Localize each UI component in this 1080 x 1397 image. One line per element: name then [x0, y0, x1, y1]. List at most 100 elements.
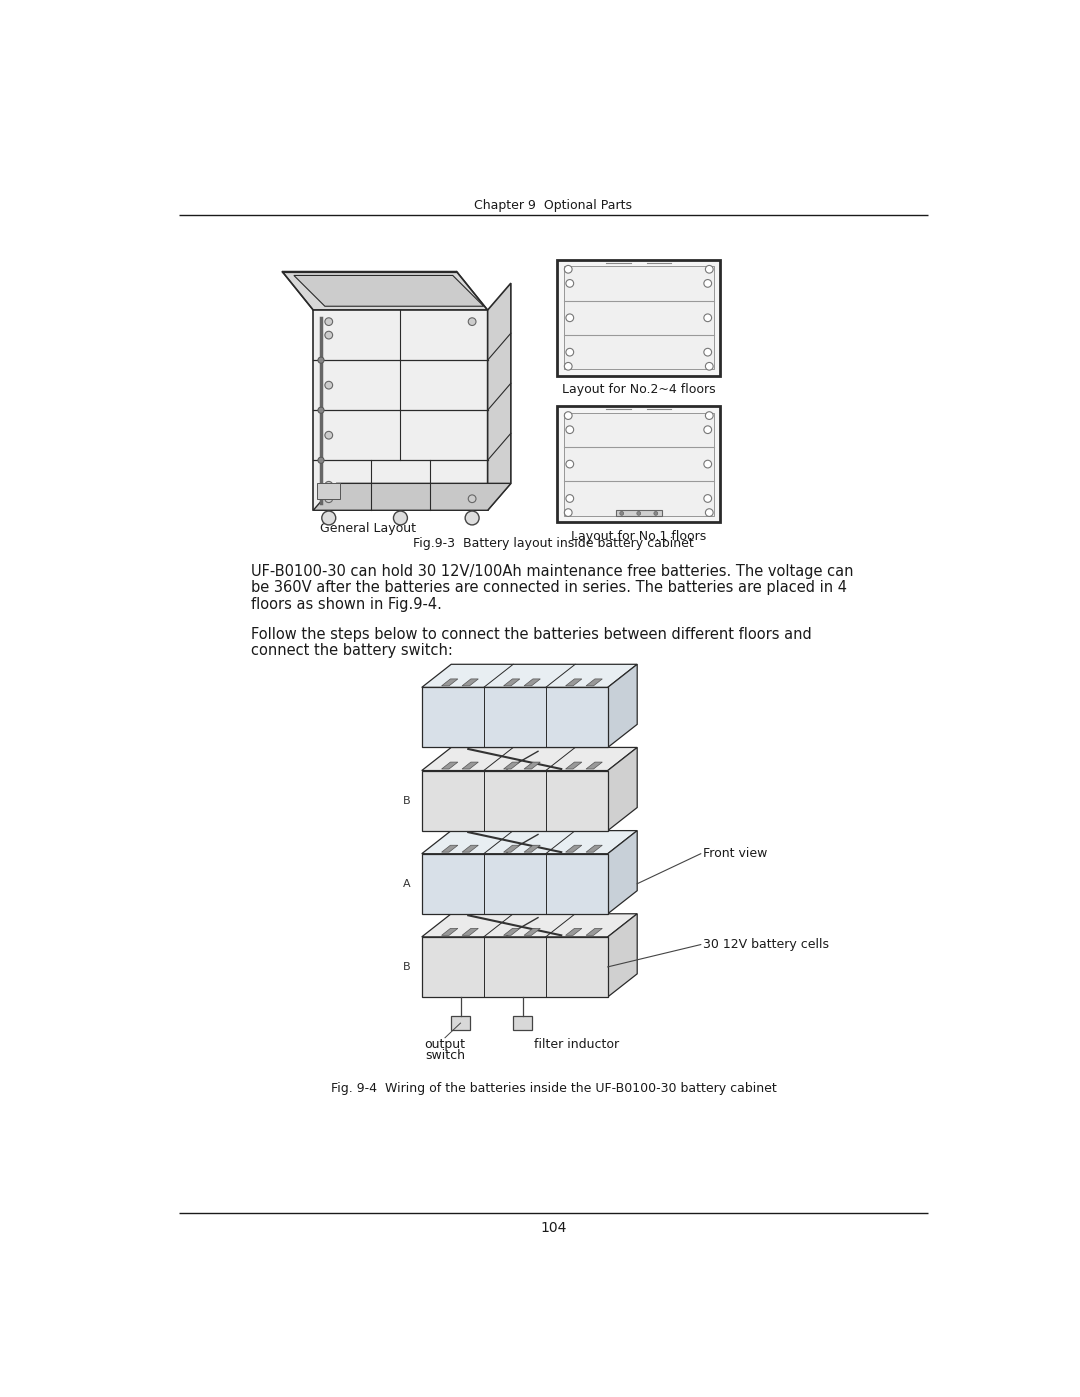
Polygon shape	[524, 845, 540, 852]
Circle shape	[704, 314, 712, 321]
Text: A: A	[403, 879, 410, 888]
Bar	[318, 483, 340, 499]
Circle shape	[325, 381, 333, 388]
Circle shape	[318, 358, 324, 363]
Polygon shape	[608, 747, 637, 831]
Bar	[422, 771, 608, 831]
Circle shape	[620, 511, 623, 515]
Polygon shape	[442, 679, 458, 686]
Polygon shape	[442, 845, 458, 852]
Circle shape	[705, 412, 713, 419]
Polygon shape	[566, 845, 582, 852]
Polygon shape	[566, 929, 582, 936]
Bar	[313, 310, 488, 510]
Polygon shape	[524, 679, 540, 686]
Polygon shape	[282, 271, 488, 310]
Circle shape	[469, 495, 476, 503]
Circle shape	[566, 279, 573, 288]
Text: Fig.9-3  Battery layout inside battery cabinet: Fig.9-3 Battery layout inside battery ca…	[414, 538, 693, 550]
Polygon shape	[462, 845, 478, 852]
Text: connect the battery switch:: connect the battery switch:	[252, 643, 454, 658]
Polygon shape	[608, 831, 637, 914]
Bar	[564, 412, 714, 515]
Circle shape	[318, 407, 324, 414]
Bar	[422, 854, 608, 914]
Circle shape	[704, 348, 712, 356]
Bar	[513, 1016, 531, 1030]
Circle shape	[565, 412, 572, 419]
Polygon shape	[462, 763, 478, 768]
Bar	[451, 1016, 470, 1030]
Circle shape	[325, 495, 333, 503]
Polygon shape	[524, 929, 540, 936]
Polygon shape	[586, 845, 603, 852]
Circle shape	[705, 509, 713, 517]
Polygon shape	[586, 929, 603, 936]
Circle shape	[566, 426, 573, 433]
Circle shape	[565, 265, 572, 274]
Polygon shape	[503, 929, 519, 936]
Text: output: output	[424, 1038, 465, 1051]
Text: UF-B0100-30 can hold 30 12V/100Ah maintenance free batteries. The voltage can: UF-B0100-30 can hold 30 12V/100Ah mainte…	[252, 564, 854, 580]
Text: Fig. 9-4  Wiring of the batteries inside the UF-B0100-30 battery cabinet: Fig. 9-4 Wiring of the batteries inside …	[330, 1081, 777, 1095]
Polygon shape	[422, 747, 637, 771]
Polygon shape	[442, 929, 458, 936]
Circle shape	[653, 511, 658, 515]
Polygon shape	[586, 763, 603, 768]
Polygon shape	[503, 763, 519, 768]
Polygon shape	[608, 914, 637, 997]
Polygon shape	[566, 763, 582, 768]
Polygon shape	[422, 831, 637, 854]
Circle shape	[318, 457, 324, 464]
Text: Front view: Front view	[703, 847, 768, 861]
Text: be 360V after the batteries are connected in series. The batteries are placed in: be 360V after the batteries are connecte…	[252, 580, 847, 595]
Circle shape	[566, 348, 573, 356]
Circle shape	[566, 460, 573, 468]
Bar	[557, 407, 720, 522]
Bar	[422, 937, 608, 997]
Text: switch: switch	[426, 1049, 465, 1062]
Polygon shape	[488, 284, 511, 510]
Circle shape	[322, 511, 336, 525]
Bar	[616, 510, 662, 517]
Polygon shape	[294, 275, 484, 306]
Text: Layout for No.2~4 floors: Layout for No.2~4 floors	[562, 383, 716, 397]
Circle shape	[704, 279, 712, 288]
Polygon shape	[313, 483, 511, 510]
Text: Follow the steps below to connect the batteries between different floors and: Follow the steps below to connect the ba…	[252, 627, 812, 641]
Polygon shape	[422, 914, 637, 937]
Polygon shape	[462, 679, 478, 686]
Polygon shape	[608, 665, 637, 747]
Text: 104: 104	[540, 1221, 567, 1235]
Bar	[564, 267, 714, 369]
Circle shape	[325, 331, 333, 339]
Circle shape	[704, 460, 712, 468]
Polygon shape	[442, 763, 458, 768]
Text: General Layout: General Layout	[320, 522, 416, 535]
Circle shape	[325, 482, 333, 489]
Circle shape	[565, 362, 572, 370]
Text: filter inductor: filter inductor	[535, 1038, 619, 1051]
Circle shape	[325, 432, 333, 439]
Circle shape	[566, 495, 573, 503]
Polygon shape	[422, 665, 637, 687]
Polygon shape	[586, 679, 603, 686]
Text: 30 12V battery cells: 30 12V battery cells	[703, 937, 829, 951]
Bar	[422, 687, 608, 747]
Polygon shape	[524, 763, 540, 768]
Circle shape	[637, 511, 640, 515]
Circle shape	[566, 314, 573, 321]
Text: Chapter 9  Optional Parts: Chapter 9 Optional Parts	[474, 200, 633, 212]
Bar	[557, 260, 720, 376]
Circle shape	[565, 509, 572, 517]
Text: B: B	[403, 795, 410, 806]
Polygon shape	[462, 929, 478, 936]
Circle shape	[705, 362, 713, 370]
Circle shape	[393, 511, 407, 525]
Text: B: B	[403, 963, 410, 972]
Circle shape	[704, 495, 712, 503]
Polygon shape	[503, 845, 519, 852]
Circle shape	[325, 317, 333, 326]
Circle shape	[465, 511, 480, 525]
Polygon shape	[566, 679, 582, 686]
